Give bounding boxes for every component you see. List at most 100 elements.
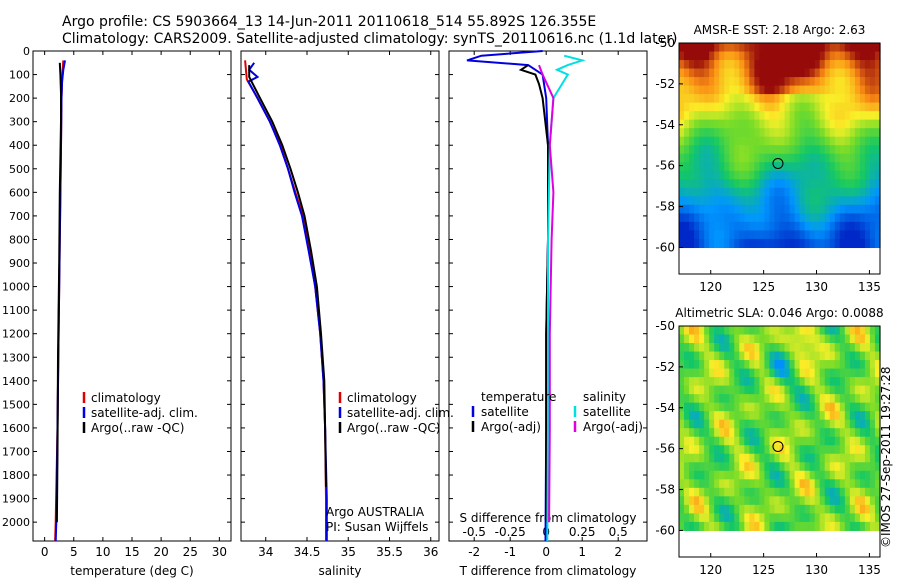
map-cell: [734, 119, 740, 129]
map-cell: [694, 385, 700, 395]
map-cell: [679, 230, 685, 240]
map-cell: [759, 470, 766, 480]
map-cell: [719, 419, 725, 429]
map-cell: [764, 487, 771, 497]
map-cell: [869, 170, 876, 180]
map-cell: [789, 77, 796, 87]
map-cell: [779, 479, 786, 489]
map-cell: [734, 521, 740, 532]
map-cell: [804, 445, 811, 455]
map-cell: [834, 513, 841, 523]
map-cell: [764, 385, 771, 395]
map-cell: [774, 521, 781, 532]
map-cell: [849, 428, 856, 438]
map-cell: [764, 128, 771, 138]
x-tick-label: 135: [858, 280, 881, 294]
map-cell: [729, 94, 735, 104]
map-cell: [694, 419, 700, 429]
map-cell: [694, 334, 700, 344]
map-cell: [749, 436, 755, 446]
map-cell: [709, 436, 715, 446]
map-cell: [729, 453, 735, 463]
x-tick-label: 36: [423, 545, 438, 559]
map-cell: [749, 60, 755, 70]
map-cell: [869, 385, 876, 395]
map-cell: [874, 111, 881, 121]
map-cell: [779, 419, 786, 429]
map-cell: [734, 402, 740, 412]
map-cell: [689, 85, 695, 95]
map-cell: [794, 368, 801, 378]
map-cell: [799, 213, 806, 223]
map-cell: [754, 119, 761, 129]
map-cell: [684, 351, 690, 361]
map-cell: [839, 43, 846, 53]
map-cell: [794, 94, 801, 104]
map-cell: [779, 462, 786, 472]
map-cell: [814, 230, 821, 240]
map-cell: [799, 238, 806, 249]
map-cell: [849, 94, 856, 104]
map-cell: [799, 436, 806, 446]
map-cell: [799, 111, 806, 121]
map-cell: [844, 162, 851, 172]
map-cell: [839, 136, 846, 146]
map-cell: [854, 170, 861, 180]
map-cell: [789, 521, 796, 532]
map-cell: [789, 221, 796, 231]
map-cell: [814, 102, 821, 112]
map-cell: [749, 351, 755, 361]
map-cell: [699, 521, 705, 532]
map-cell: [759, 419, 766, 429]
map-cell: [679, 487, 685, 497]
map-cell: [689, 394, 695, 404]
map-cell: [814, 153, 821, 163]
map-cell: [694, 230, 700, 240]
map-cell: [754, 334, 761, 344]
map-cell: [679, 145, 685, 155]
map-cell: [819, 136, 826, 146]
map-cell: [684, 343, 690, 353]
map-cell: [744, 326, 750, 336]
map-cell: [704, 51, 710, 61]
map-cell: [759, 445, 766, 455]
map-cell: [759, 377, 766, 387]
map-cell: [799, 136, 806, 146]
map-cell: [869, 343, 876, 353]
map-cell: [834, 111, 841, 121]
map-cell: [784, 326, 791, 336]
map-cell: [764, 411, 771, 421]
map-cell: [849, 128, 856, 138]
map-cell: [844, 102, 851, 112]
top-x-tick-label: 0.5: [609, 525, 628, 539]
map-cell: [784, 179, 791, 189]
map-cell: [759, 119, 766, 129]
map-cell: [874, 238, 881, 249]
legend-label: climatology: [91, 391, 161, 405]
map-cell: [754, 504, 761, 514]
map-cell: [714, 385, 720, 395]
map-cell: [824, 394, 831, 404]
map-cell: [859, 221, 866, 231]
map-cell: [864, 119, 871, 129]
map-cell: [739, 521, 745, 532]
map-cell: [754, 487, 761, 497]
map-cell: [729, 334, 735, 344]
map-cell: [809, 436, 816, 446]
map-cell: [769, 377, 776, 387]
map-cell: [844, 479, 851, 489]
map-cell: [854, 521, 861, 532]
map-cell: [854, 119, 861, 129]
map-cell: [804, 334, 811, 344]
map-cell: [704, 238, 710, 249]
map-cell: [704, 470, 710, 480]
map-cell: [829, 187, 836, 197]
map-cell: [684, 170, 690, 180]
map-cell: [869, 496, 876, 506]
map-cell: [689, 343, 695, 353]
map-cell: [804, 102, 811, 112]
map-cell: [854, 402, 861, 412]
map-cell: [709, 428, 715, 438]
map-cell: [684, 102, 690, 112]
map-cell: [779, 111, 786, 121]
